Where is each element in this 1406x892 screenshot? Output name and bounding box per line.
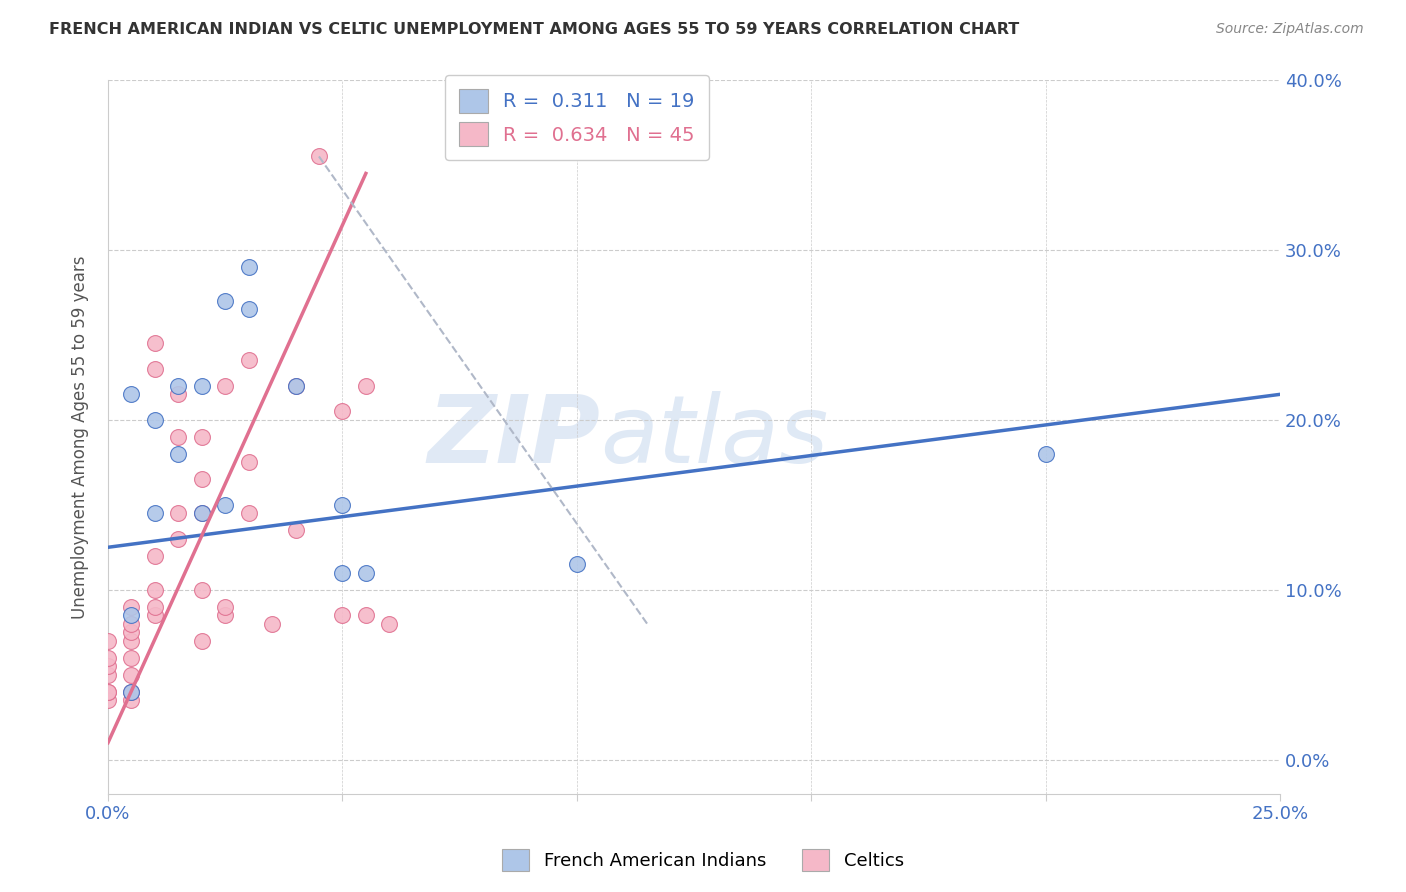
Point: [332, 566, 354, 580]
Point: [284, 379, 307, 393]
Point: [120, 684, 142, 698]
Point: [120, 599, 142, 614]
Point: [120, 616, 142, 631]
Point: [167, 387, 190, 401]
Point: [332, 404, 354, 418]
Point: [214, 379, 236, 393]
Point: [97, 693, 120, 707]
Point: [120, 684, 142, 698]
Point: [190, 506, 212, 520]
Point: [143, 608, 166, 623]
Point: [284, 523, 307, 537]
Point: [238, 506, 260, 520]
Point: [143, 362, 166, 376]
Point: [308, 149, 330, 163]
Point: [143, 549, 166, 563]
Point: [97, 633, 120, 648]
Point: [190, 430, 212, 444]
Point: [120, 387, 142, 401]
Point: [120, 633, 142, 648]
Y-axis label: Unemployment Among Ages 55 to 59 years: Unemployment Among Ages 55 to 59 years: [72, 255, 89, 618]
Point: [97, 667, 120, 681]
Point: [190, 506, 212, 520]
Point: [354, 608, 377, 623]
Point: [167, 447, 190, 461]
Point: [354, 566, 377, 580]
Point: [97, 650, 120, 665]
Legend: R =  0.311   N = 19, R =  0.634   N = 45: R = 0.311 N = 19, R = 0.634 N = 45: [446, 76, 709, 160]
Text: Source: ZipAtlas.com: Source: ZipAtlas.com: [1216, 22, 1364, 37]
Point: [167, 379, 190, 393]
Point: [190, 472, 212, 486]
Point: [143, 413, 166, 427]
Point: [214, 608, 236, 623]
Point: [190, 582, 212, 597]
Point: [378, 616, 401, 631]
Point: [143, 506, 166, 520]
Point: [332, 608, 354, 623]
Point: [262, 616, 284, 631]
Point: [332, 498, 354, 512]
Point: [120, 650, 142, 665]
Point: [214, 498, 236, 512]
Point: [190, 633, 212, 648]
Point: [238, 302, 260, 317]
Point: [214, 293, 236, 308]
Point: [354, 379, 377, 393]
Point: [1035, 447, 1057, 461]
Point: [190, 379, 212, 393]
Text: atlas: atlas: [600, 392, 828, 483]
Point: [143, 599, 166, 614]
Point: [167, 532, 190, 546]
Legend: French American Indians, Celtics: French American Indians, Celtics: [495, 842, 911, 879]
Point: [120, 625, 142, 640]
Point: [97, 659, 120, 673]
Point: [120, 667, 142, 681]
Point: [120, 693, 142, 707]
Point: [167, 430, 190, 444]
Point: [97, 684, 120, 698]
Point: [284, 379, 307, 393]
Point: [97, 684, 120, 698]
Text: FRENCH AMERICAN INDIAN VS CELTIC UNEMPLOYMENT AMONG AGES 55 TO 59 YEARS CORRELAT: FRENCH AMERICAN INDIAN VS CELTIC UNEMPLO…: [49, 22, 1019, 37]
Point: [167, 506, 190, 520]
Point: [120, 608, 142, 623]
Point: [238, 260, 260, 274]
Point: [565, 558, 588, 572]
Text: ZIP: ZIP: [427, 391, 600, 483]
Point: [143, 336, 166, 351]
Point: [238, 353, 260, 368]
Point: [238, 455, 260, 469]
Point: [214, 599, 236, 614]
Point: [143, 582, 166, 597]
